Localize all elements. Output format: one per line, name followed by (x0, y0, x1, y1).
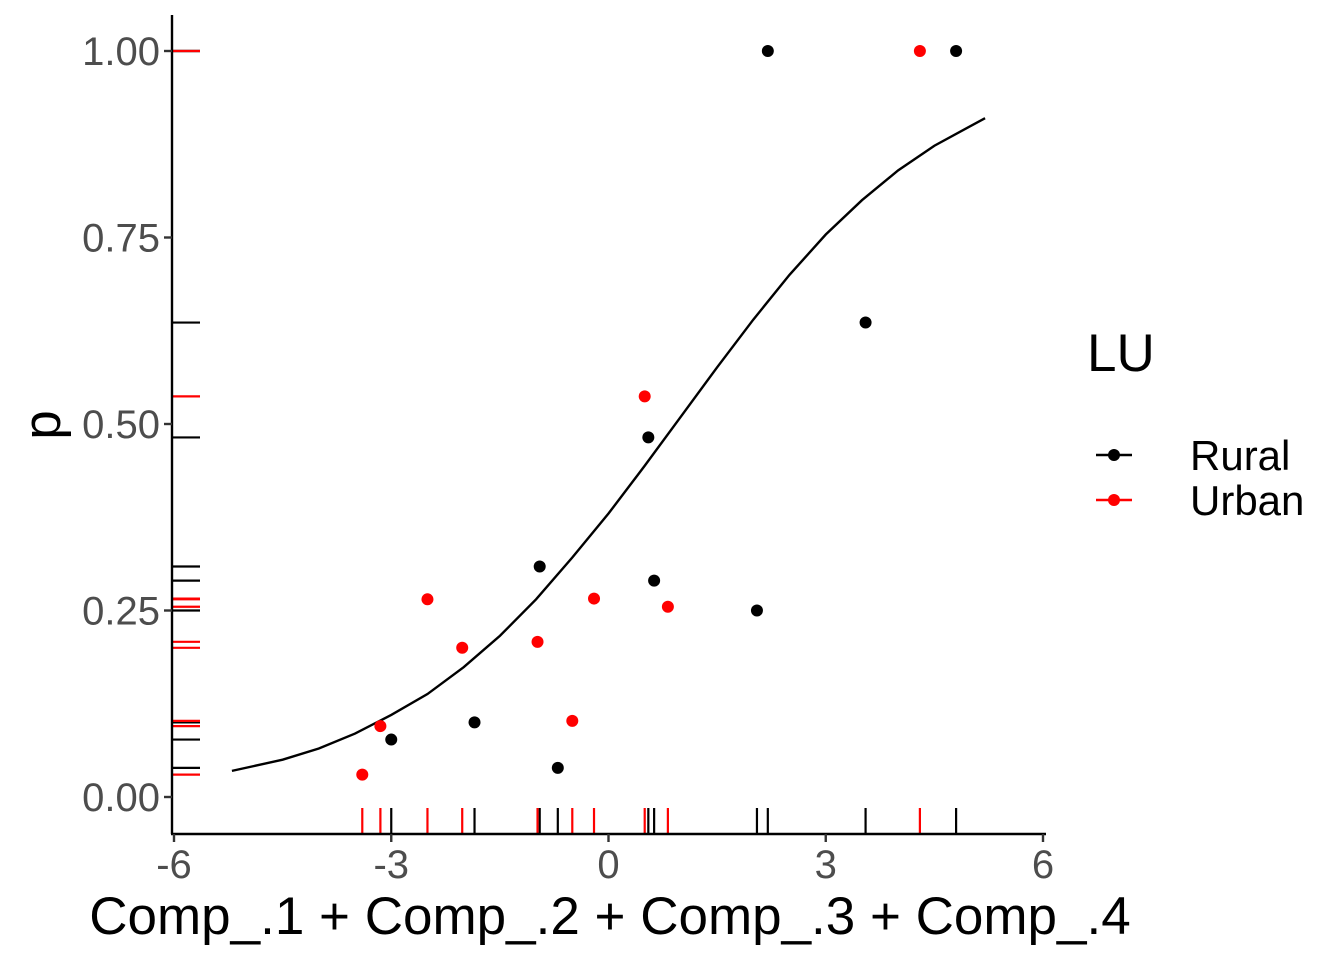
point-rural (750, 604, 763, 617)
legend-key-urban-point (1108, 494, 1120, 506)
point-urban (638, 390, 651, 403)
point-rural (551, 761, 564, 774)
point-urban (661, 600, 674, 613)
y-tick-label: 0.75 (82, 217, 160, 261)
x-axis-title: Comp_.1 + Comp_.2 + Comp_.3 + Comp_.4 (89, 887, 1130, 946)
legend-label-urban: Urban (1190, 477, 1304, 524)
x-tick-label: 6 (1032, 843, 1054, 887)
y-tick-label: 1.00 (82, 30, 160, 74)
x-tick-label: -6 (156, 843, 192, 887)
data-points (356, 45, 963, 781)
point-rural (761, 45, 774, 57)
point-urban (421, 593, 434, 606)
legend-key-rural-point (1108, 449, 1120, 461)
axis-ticks: -6 -3 0 3 6 0.00 0.25 0.50 0.75 1.00 (82, 30, 1054, 887)
legend-title: LU (1087, 324, 1155, 383)
point-rural (648, 574, 661, 587)
point-rural (642, 431, 655, 444)
x-tick-label: 3 (815, 843, 837, 887)
point-rural (950, 45, 963, 57)
rug-marks (172, 49, 958, 834)
y-axis-title: p (13, 410, 72, 439)
x-tick-label: 0 (597, 843, 619, 887)
point-urban (566, 714, 579, 727)
legend: LU Rural Urban (1087, 324, 1304, 524)
y-tick-label: 0.50 (82, 403, 160, 447)
point-rural (468, 716, 481, 729)
point-urban (374, 720, 387, 733)
x-tick-label: -3 (373, 843, 409, 887)
y-tick-label: 0.25 (82, 590, 160, 634)
legend-label-rural: Rural (1190, 432, 1290, 479)
point-urban (356, 768, 369, 781)
point-urban (913, 45, 926, 57)
fitted-curve (231, 117, 986, 773)
point-urban (456, 641, 469, 654)
point-rural (859, 316, 872, 329)
point-urban (531, 635, 544, 648)
y-tick-label: 0.00 (82, 776, 160, 820)
point-rural (533, 560, 546, 573)
point-rural (385, 733, 398, 746)
point-urban (588, 592, 601, 605)
